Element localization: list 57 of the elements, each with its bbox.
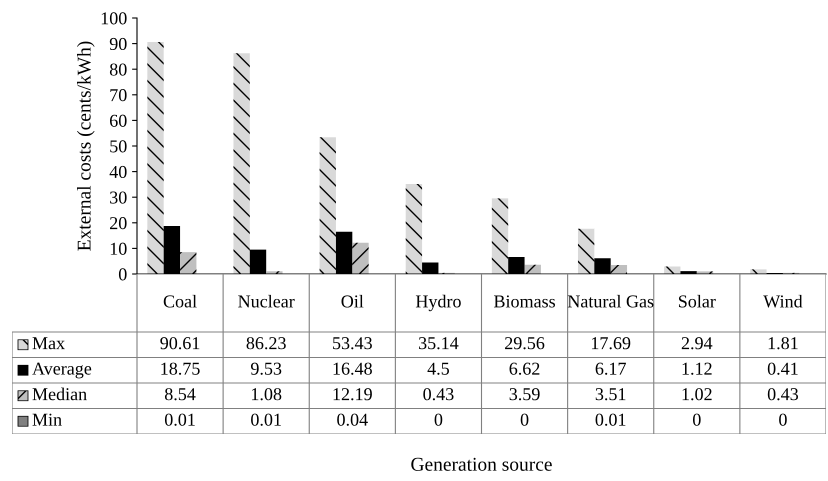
y-tick-label: 100 <box>102 12 127 24</box>
y-tick-label: 80 <box>110 63 127 76</box>
data-label: 0.01 <box>164 414 195 426</box>
data-label: 0.41 <box>768 362 798 375</box>
y-axis-title: External costs (cents/kWh) <box>77 42 95 251</box>
x-tick-label: Natural Gas <box>568 294 654 308</box>
x-tick-label: Oil <box>342 294 364 308</box>
data-label: 17.69 <box>592 337 630 350</box>
data-label: 1.12 <box>682 362 712 375</box>
data-label: 9.53 <box>250 362 282 375</box>
data-label: 86.23 <box>246 337 286 350</box>
y-tick-label: 20 <box>110 217 127 230</box>
y-tick-label: 40 <box>110 166 127 178</box>
data-label: 6.62 <box>510 362 540 375</box>
text: Generation source <box>411 458 552 471</box>
data-label: 0 <box>692 414 701 426</box>
y-tick-label: 60 <box>110 114 127 127</box>
data-label: 90.61 <box>160 337 200 350</box>
data-label: 8.54 <box>164 388 196 400</box>
data-label: 6.17 <box>596 362 626 375</box>
data-label: 1.81 <box>768 337 798 350</box>
data-label: 0 <box>434 414 442 426</box>
x-tick-label: Coal <box>164 294 197 308</box>
data-label: 1.02 <box>682 388 712 400</box>
data-label: 16.48 <box>334 362 372 375</box>
legend-label: Max <box>32 337 65 350</box>
data-label: 53.43 <box>333 337 372 350</box>
data-label: 0 <box>779 414 787 426</box>
data-label: 0.43 <box>423 388 454 400</box>
legend-label: Median <box>32 388 87 400</box>
data-label: 29.56 <box>505 337 544 350</box>
data-label: 4.5 <box>428 362 450 375</box>
x-tick-label: Hydro <box>416 294 461 312</box>
data-label: 0.04 <box>337 414 368 426</box>
data-label: 0.01 <box>251 414 281 426</box>
data-label: 12.19 <box>334 388 372 400</box>
y-tick-label: 70 <box>110 89 127 102</box>
y-tick-label: 0 <box>118 268 127 280</box>
y-tick-label: 50 <box>110 140 127 152</box>
legend-label: Min <box>32 414 62 426</box>
y-tick-label: 90 <box>110 38 127 50</box>
legend-label: Average <box>32 362 92 378</box>
data-label: 3.51 <box>596 388 626 400</box>
data-label: 2.94 <box>682 337 712 350</box>
x-tick-label: Solar <box>678 294 716 308</box>
data-label: 35.14 <box>418 337 458 350</box>
data-label: 0 <box>520 414 528 426</box>
data-label: 0.01 <box>596 414 626 426</box>
x-tick-label: Nuclear <box>238 294 295 308</box>
x-tick-label: Biomass <box>494 295 556 308</box>
y-tick-label: 10 <box>110 242 127 255</box>
x-tick-label: Wind <box>763 294 802 308</box>
data-label: 18.75 <box>161 362 200 375</box>
y-tick-label: 30 <box>110 191 127 204</box>
data-label: 3.59 <box>510 388 540 400</box>
data-label: 0.43 <box>768 388 798 400</box>
data-label: 1.08 <box>252 388 282 400</box>
